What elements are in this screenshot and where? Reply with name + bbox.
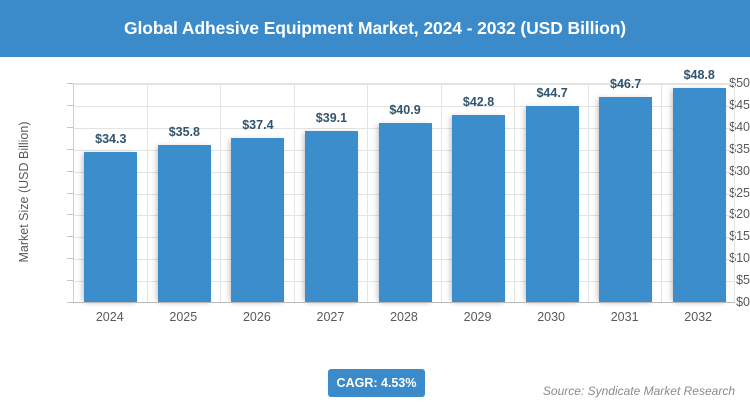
y-axis-tick-mark: [67, 83, 73, 84]
y-axis-title: Market Size (USD Billion): [17, 121, 31, 263]
title-banner: Global Adhesive Equipment Market, 2024 -…: [0, 0, 750, 57]
y-axis-tick-mark: [67, 236, 73, 238]
bar-item[interactable]: $40.9: [378, 83, 432, 302]
x-axis-tick-label: 2029: [463, 310, 492, 324]
bar[interactable]: [672, 88, 726, 302]
bar[interactable]: [231, 138, 285, 302]
bar[interactable]: [452, 114, 506, 302]
bar[interactable]: [84, 151, 138, 302]
bar-value-label: $40.9: [389, 102, 421, 117]
category-separator: [220, 83, 222, 302]
bar-item[interactable]: $42.8: [452, 83, 506, 302]
bar-value-label: $46.7: [610, 77, 642, 92]
bar-item[interactable]: $35.8: [157, 83, 211, 302]
y-axis-tick-mark: [67, 214, 73, 216]
bar[interactable]: [599, 97, 653, 302]
bar-value-label: $35.8: [168, 125, 200, 140]
bar-value-label: $34.3: [95, 131, 127, 146]
x-axis-line: [73, 302, 735, 303]
bar[interactable]: [157, 145, 211, 302]
y-axis-tick-mark: [67, 192, 73, 194]
y-axis-tick-label: $5: [736, 273, 750, 288]
bar[interactable]: [525, 106, 579, 302]
x-axis-tick-label: 2028: [390, 310, 418, 324]
category-separator: [514, 83, 516, 302]
x-axis-tick-label: 2024: [95, 310, 124, 324]
y-axis-tick-mark: [67, 148, 73, 150]
source-note: Source: Syndicate Market Research: [542, 384, 735, 398]
category-separator: [440, 83, 442, 302]
y-axis-tick-mark: [67, 258, 73, 260]
bar-value-label: $44.7: [536, 86, 568, 101]
bar-value-label: $42.8: [462, 94, 495, 109]
category-separator: [146, 83, 148, 302]
x-axis-tick-label: 2025: [169, 310, 198, 324]
x-axis-tick-label: 2030: [537, 310, 565, 324]
bar-value-label: $37.4: [242, 118, 274, 133]
cagr-badge: CAGR: 4.53%: [328, 369, 425, 397]
bar-item[interactable]: $46.7: [599, 77, 653, 302]
y-axis-tick-mark: [67, 126, 73, 128]
x-axis-tick-label: 2026: [242, 310, 271, 324]
x-axis-tick-label: 2027: [316, 310, 345, 324]
x-axis-tick-label: 2032: [684, 310, 713, 324]
category-separator: [587, 83, 589, 302]
bar-item[interactable]: $34.3: [84, 83, 138, 302]
y-axis-tick-label: $0: [736, 295, 750, 309]
y-axis-tick-mark: [67, 302, 73, 303]
bar[interactable]: [304, 130, 358, 302]
bar-item[interactable]: $48.8: [672, 68, 726, 302]
category-separator: [661, 83, 663, 302]
bar-value-label: $39.1: [315, 110, 348, 125]
category-separator: [293, 83, 295, 302]
gridline: [74, 84, 734, 85]
y-axis-tick-mark: [67, 170, 73, 172]
bar-item[interactable]: $39.1: [304, 83, 358, 302]
bar-value-label: $48.8: [683, 68, 715, 83]
bar-item[interactable]: $44.7: [525, 83, 579, 302]
y-axis-tick-mark: [67, 104, 73, 106]
y-axis-tick-mark: [67, 280, 73, 282]
gridline: [74, 105, 734, 107]
bar[interactable]: [378, 122, 432, 302]
category-separator: [367, 83, 369, 302]
bar-item[interactable]: $37.4: [231, 83, 285, 302]
page-title: Global Adhesive Equipment Market, 2024 -…: [123, 18, 627, 38]
x-axis-tick-label: 2031: [610, 310, 639, 324]
plot-area: $34.3 $35.8 $37.4 $39.1 $40.9 $42.8 $44.7 $46.7…: [73, 68, 735, 302]
